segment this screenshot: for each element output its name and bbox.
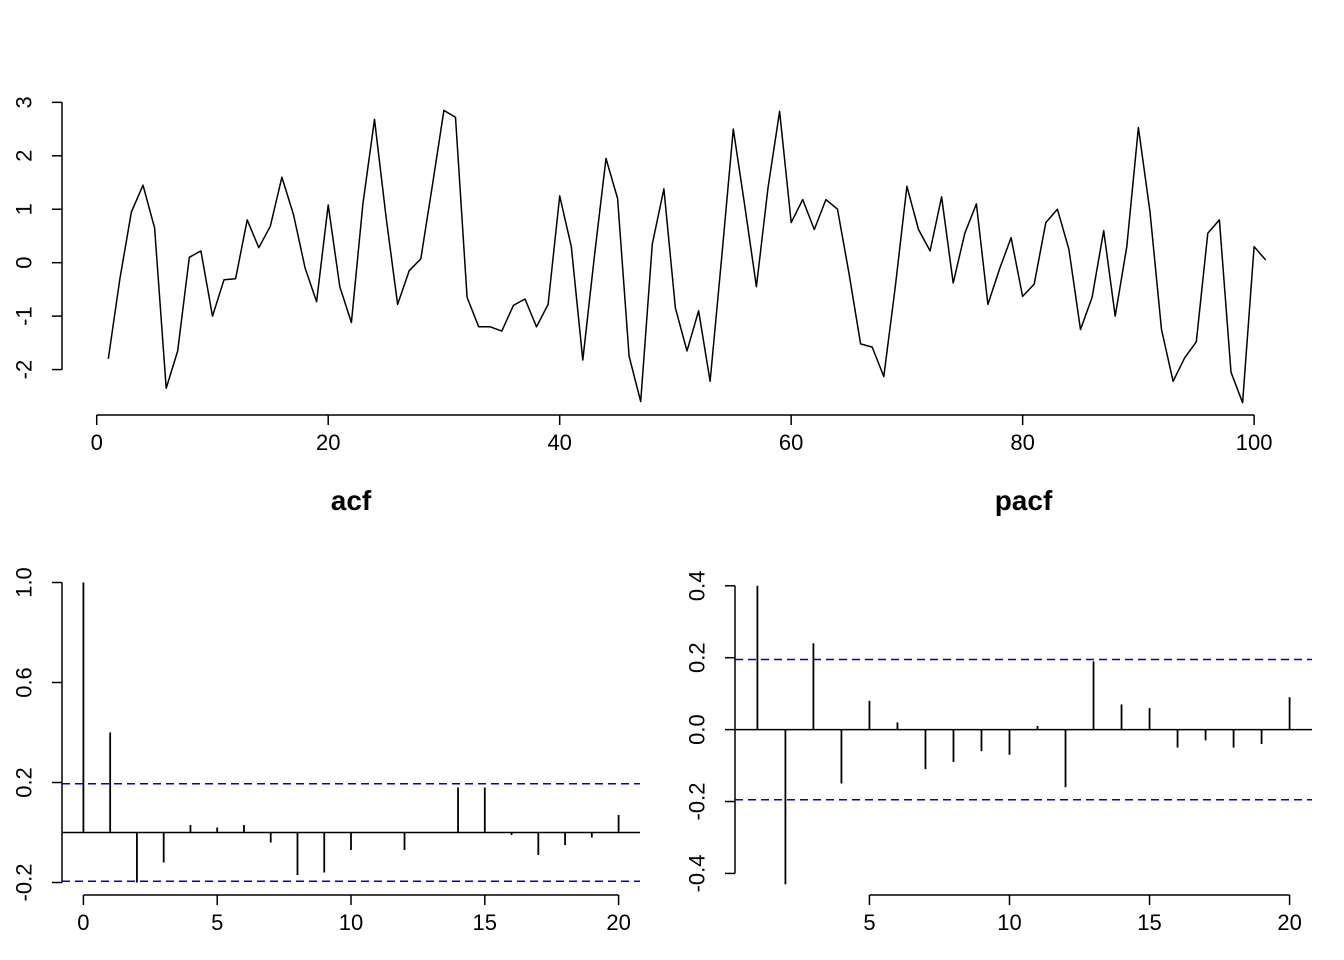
- x-tick-label: 15: [1137, 910, 1161, 935]
- x-tick-label: 10: [339, 910, 363, 935]
- x-tick-label: 100: [1236, 430, 1273, 455]
- x-tick-label: 5: [211, 910, 223, 935]
- acf-panel: 0 5 10 15 20 -0.2 0.2 0.6 1.0 acf: [12, 485, 640, 935]
- y-tick-label: -0.4: [685, 854, 710, 892]
- x-tick-label: 5: [863, 910, 875, 935]
- pacf-panel: 5 10 15 20 -0.4 -0.2 0.0 0.2 0.4 pacf: [685, 485, 1312, 935]
- x-tick-label: 60: [779, 430, 803, 455]
- series-line: [107, 109, 1267, 404]
- y-tick-label: 0.4: [685, 570, 710, 601]
- y-tick-label: -1: [12, 306, 37, 326]
- y-tick-label: 2: [12, 150, 37, 162]
- x-tick-label: 20: [606, 910, 630, 935]
- x-tick-label: 0: [91, 430, 103, 455]
- y-tick-label: -0.2: [12, 864, 37, 902]
- y-tick-label: 0: [12, 257, 37, 269]
- panel-title: pacf: [995, 485, 1053, 516]
- y-tick-label: 1: [12, 203, 37, 215]
- x-tick-label: 20: [316, 430, 340, 455]
- y-tick-label: 3: [12, 96, 37, 108]
- y-tick-label: 0.2: [12, 767, 37, 798]
- time-series-panel: 0 20 40 60 80 100 -2 -1 0 1 2 3: [12, 96, 1273, 455]
- y-tick-label: 1.0: [12, 567, 37, 598]
- y-tick-label: 0.0: [685, 714, 710, 745]
- y-tick-label: -2: [12, 360, 37, 380]
- x-tick-label: 15: [473, 910, 497, 935]
- x-tick-label: 40: [547, 430, 571, 455]
- x-tick-label: 80: [1010, 430, 1034, 455]
- y-tick-label: 0.2: [685, 642, 710, 673]
- panel-title: acf: [331, 485, 372, 516]
- x-tick-label: 20: [1277, 910, 1301, 935]
- y-tick-label: -0.2: [685, 783, 710, 821]
- x-tick-label: 0: [77, 910, 89, 935]
- x-tick-label: 10: [997, 910, 1021, 935]
- y-tick-label: 0.6: [12, 667, 37, 698]
